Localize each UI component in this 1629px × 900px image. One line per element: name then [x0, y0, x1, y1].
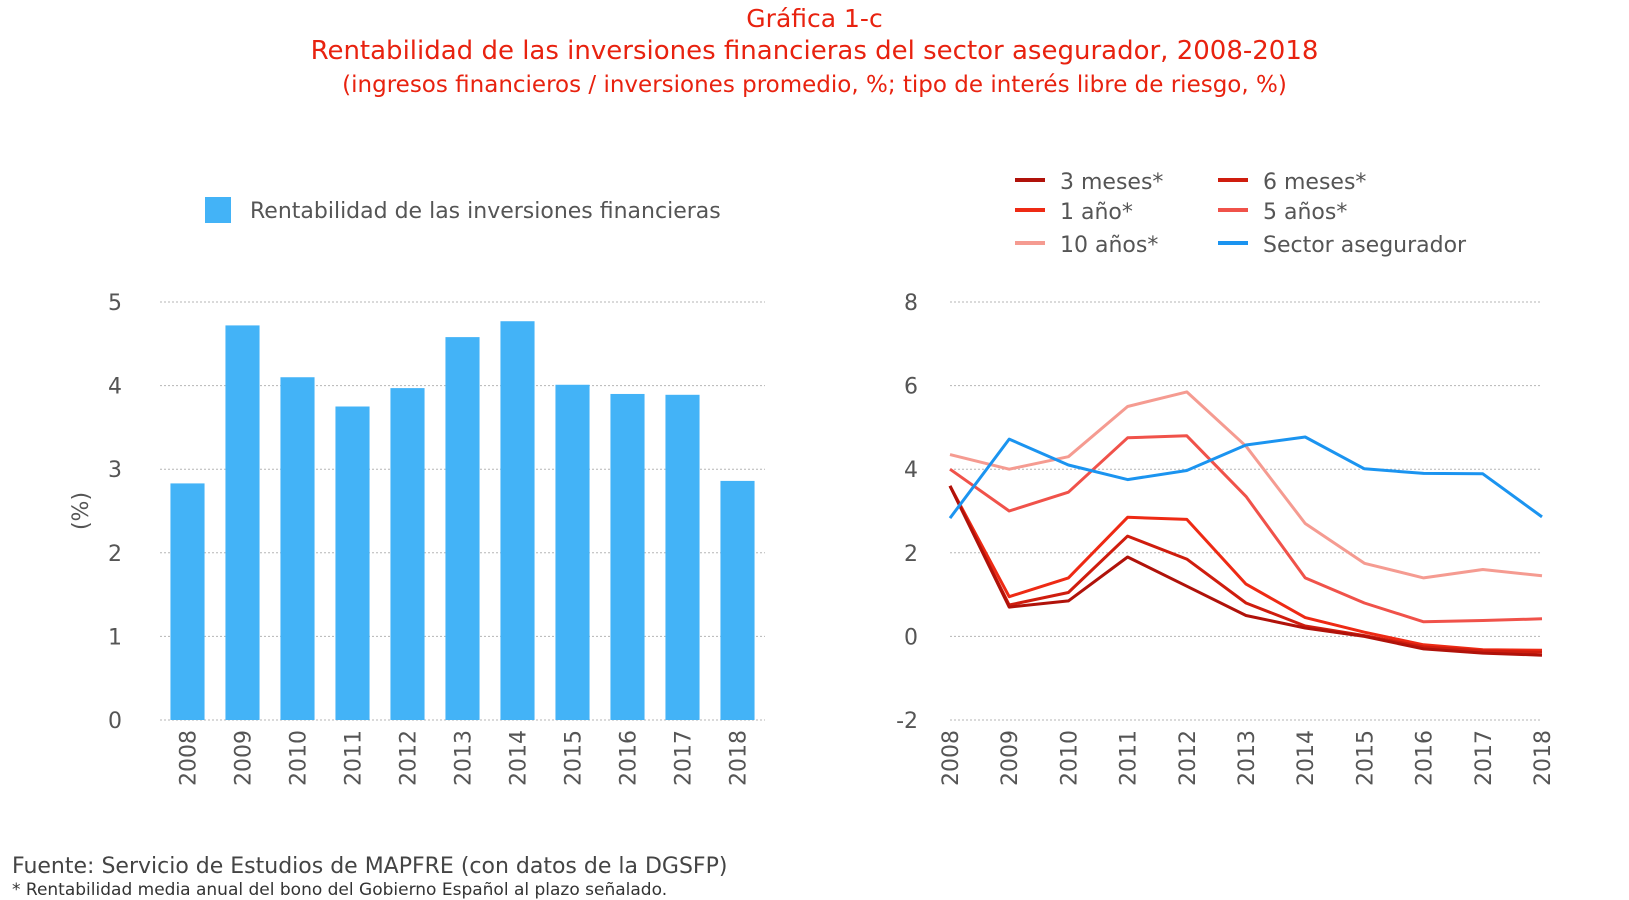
y-tick-label: 4 — [108, 375, 122, 400]
legend-label: 5 años* — [1263, 200, 1347, 225]
series-line — [949, 434, 1543, 624]
legend-label: 1 año* — [1060, 200, 1133, 225]
bar — [555, 384, 590, 720]
bar — [720, 480, 755, 720]
x-tick-label: 2014 — [1294, 730, 1319, 786]
series-line — [948, 435, 1543, 519]
bar — [500, 321, 535, 720]
series-line — [948, 485, 1543, 652]
footnote: * Rentabilidad media anual del bono del … — [12, 880, 668, 900]
y-tick-label: 8 — [904, 291, 918, 316]
x-tick-label: 2012 — [397, 730, 422, 786]
x-tick-label: 2010 — [287, 730, 312, 786]
bar — [280, 377, 315, 720]
legend-label: 6 meses* — [1263, 170, 1366, 195]
x-tick-label: 2018 — [727, 730, 752, 786]
source-note: Fuente: Servicio de Estudios de MAPFRE (… — [12, 854, 728, 879]
x-tick-label: 2015 — [1353, 730, 1378, 786]
x-tick-label: 2008 — [177, 730, 202, 786]
y-tick-label: 0 — [904, 625, 918, 650]
y-tick-label: -2 — [896, 709, 918, 734]
x-tick-label: 2014 — [507, 730, 532, 786]
bar — [610, 393, 645, 720]
x-tick-label: 2016 — [1413, 730, 1438, 786]
x-tick-label: 2015 — [562, 730, 587, 786]
y-axis-label: (%) — [69, 492, 94, 530]
x-tick-label: 2018 — [1531, 730, 1556, 786]
x-tick-label: 2009 — [232, 730, 257, 786]
x-tick-label: 2017 — [672, 730, 697, 786]
x-tick-label: 2009 — [998, 730, 1023, 786]
bar — [390, 388, 425, 720]
legend-label: 10 años* — [1060, 233, 1158, 258]
y-tick-label: 4 — [904, 458, 918, 483]
bar — [225, 325, 260, 720]
bar-chart: 0 1 2 3 4 5 (%) 2008 2009 2010 2011 2012 2013 2014 201… — [69, 197, 765, 786]
x-tick-label: 2017 — [1472, 730, 1497, 786]
series-line — [948, 485, 1543, 654]
x-tick-label: 2011 — [342, 730, 367, 786]
bar — [665, 394, 700, 720]
chart-subtitle: (ingresos financieros / inversiones prom… — [342, 72, 1287, 98]
bar — [170, 483, 205, 720]
y-tick-label: 1 — [108, 625, 122, 650]
x-tick-label: 2012 — [1176, 730, 1201, 786]
y-tick-label: 0 — [108, 709, 122, 734]
line-chart: -2 0 2 4 6 8 2008 2009 2010 2011 2012 2013 2014 2015 2… — [896, 170, 1556, 786]
x-tick-label: 2011 — [1117, 730, 1142, 786]
bar — [335, 406, 370, 720]
x-tick-label: 2013 — [452, 730, 477, 786]
y-tick-label: 2 — [108, 542, 122, 567]
x-tick-label: 2010 — [1057, 730, 1082, 786]
legend-label: 3 meses* — [1060, 170, 1163, 195]
bar — [445, 337, 480, 720]
y-tick-label: 6 — [904, 375, 918, 400]
x-tick-label: 2008 — [939, 730, 964, 786]
x-tick-label: 2013 — [1235, 730, 1260, 786]
y-tick-label: 3 — [108, 458, 122, 483]
series-line — [948, 485, 1543, 657]
legend-swatch — [205, 197, 231, 223]
legend-label: Rentabilidad de las inversiones financie… — [250, 199, 721, 224]
y-tick-label: 5 — [108, 291, 122, 316]
y-tick-label: 2 — [904, 542, 918, 567]
chart-title: Rentabilidad de las inversiones financie… — [310, 36, 1319, 66]
series-line — [949, 390, 1543, 580]
legend-label: Sector asegurador — [1263, 233, 1467, 258]
x-tick-label: 2016 — [617, 730, 642, 786]
chart-kicker: Gráfica 1-c — [746, 4, 883, 33]
